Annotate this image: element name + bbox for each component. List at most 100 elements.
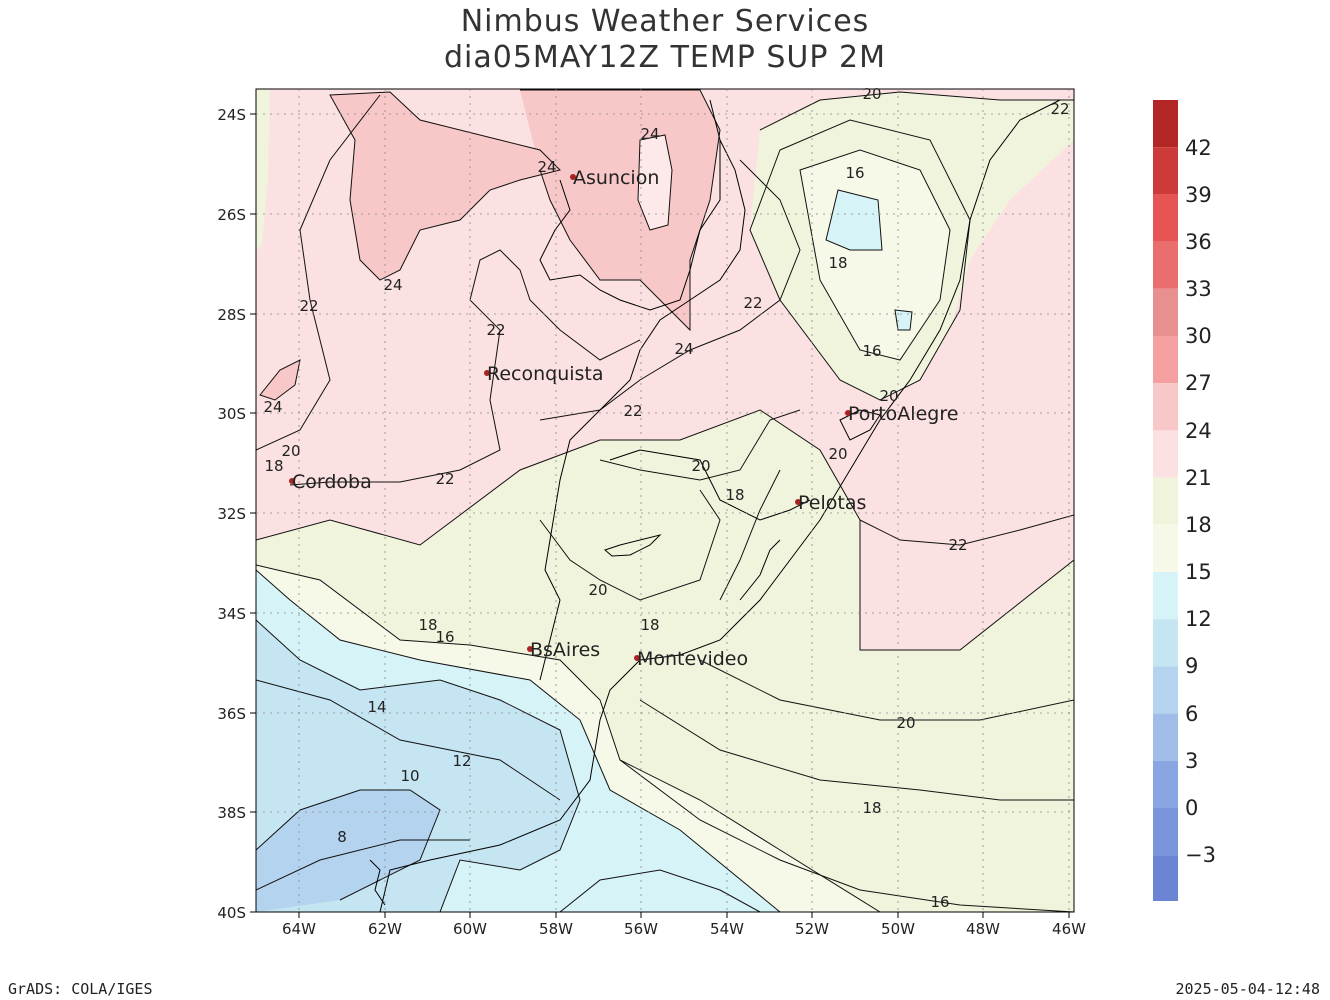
contour-label: 16 <box>862 342 881 360</box>
city-label-asuncion: Asuncion <box>573 167 659 189</box>
lat-tick-label: 40S <box>217 904 246 922</box>
lat-tick-label: 34S <box>217 605 246 623</box>
city-marker-reconquista <box>484 370 490 376</box>
contour-label: 20 <box>281 442 300 460</box>
contour-label: 12 <box>452 752 471 770</box>
colorbar-label: 15 <box>1185 560 1212 584</box>
lon-tick-label: 64W <box>282 920 316 938</box>
lat-tick-label: 32S <box>217 505 246 523</box>
tick-marks <box>250 113 1070 918</box>
lat-tick-label: 24S <box>217 106 246 124</box>
contour-label: 8 <box>337 828 347 846</box>
colorbar-swatch <box>1153 147 1178 195</box>
lon-tick-label: 54W <box>710 920 744 938</box>
contour-label: 18 <box>640 616 659 634</box>
colorbar-label: 18 <box>1185 513 1212 537</box>
colorbar-label: 3 <box>1185 749 1198 773</box>
colorbar-label: 30 <box>1185 324 1212 348</box>
lon-tick-label: 58W <box>539 920 573 938</box>
lon-tick-label: 56W <box>624 920 658 938</box>
city-marker-montevideo <box>634 655 640 661</box>
contour-labels: 24 24 24 24 24 22 22 22 22 22 22 22 20 2… <box>263 85 1069 911</box>
lon-tick-label: 50W <box>881 920 915 938</box>
lon-tick-label: 62W <box>368 920 402 938</box>
colorbar-label: 27 <box>1185 371 1212 395</box>
contour-label: 20 <box>828 445 847 463</box>
colorbar-swatch <box>1153 619 1178 667</box>
city-marker-cordoba <box>289 478 295 484</box>
colorbar-swatch <box>1153 430 1178 478</box>
colorbar-swatch <box>1153 383 1178 431</box>
band-24-27 <box>330 92 560 280</box>
band-21-24-white <box>638 135 672 230</box>
city-marker-portoalegre <box>845 410 851 416</box>
colorbar-label: 0 <box>1185 796 1198 820</box>
colorbar-swatch <box>1153 808 1178 856</box>
colorbar-label: 42 <box>1185 136 1212 160</box>
colorbar-label: 36 <box>1185 230 1212 254</box>
contour-label: 20 <box>862 85 881 103</box>
contour-label: 18 <box>264 457 283 475</box>
contour-label: 24 <box>537 158 556 176</box>
colorbar-label: 33 <box>1185 277 1212 301</box>
colorbar-swatch <box>1153 336 1178 384</box>
colorbar-swatch <box>1153 713 1178 761</box>
colorbar-label: 12 <box>1185 607 1212 631</box>
lat-tick-label: 26S <box>217 206 246 224</box>
contour-label: 22 <box>623 402 642 420</box>
city-label-montevideo: Montevideo <box>637 648 748 670</box>
colorbar-label: −3 <box>1185 843 1216 867</box>
contour-label: 14 <box>367 698 386 716</box>
contour-label: 22 <box>743 294 762 312</box>
lon-tick-label: 60W <box>453 920 487 938</box>
city-label-bsaires: BsAires <box>530 639 600 661</box>
city-marker-asuncion <box>570 174 576 180</box>
contour-label: 22 <box>1050 100 1069 118</box>
timestamp: 2025-05-04-12:48 <box>1175 980 1321 998</box>
contour-label: 18 <box>725 486 744 504</box>
temperature-field <box>256 89 1074 912</box>
colorbar-swatch <box>1153 241 1178 289</box>
contour-label: 16 <box>845 164 864 182</box>
colorbar-swatch <box>1153 572 1178 620</box>
contour-label: 16 <box>930 893 949 911</box>
contour-label: 24 <box>383 276 402 294</box>
contour-label: 18 <box>862 799 881 817</box>
plot-frame <box>255 88 1075 913</box>
contour-label: 20 <box>588 581 607 599</box>
lon-tick-label: 46W <box>1052 920 1086 938</box>
lat-tick-label: 36S <box>217 705 246 723</box>
colorbar-swatch <box>1153 477 1178 525</box>
contour-label: 22 <box>435 470 454 488</box>
band-12-15-ne2 <box>895 310 912 330</box>
city-label-pelotas: Pelotas <box>798 492 866 514</box>
contour-label: 24 <box>640 125 659 143</box>
contour-label: 16 <box>435 628 454 646</box>
colorbar-swatch <box>1153 666 1178 714</box>
band-24-27b <box>520 90 720 330</box>
lon-tick-label: 52W <box>795 920 829 938</box>
colorbar-label: 9 <box>1185 654 1198 678</box>
contour-label: 18 <box>418 616 437 634</box>
city-label-reconquista: Reconquista <box>487 363 604 385</box>
contour-label: 22 <box>486 321 505 339</box>
colorbar-label: 21 <box>1185 466 1212 490</box>
colorbar-label: 39 <box>1185 183 1212 207</box>
colorbar-swatch <box>1153 194 1178 242</box>
city-label-cordoba: Cordoba <box>292 471 372 493</box>
city-marker-pelotas <box>795 499 801 505</box>
band-18-21-w <box>256 89 270 250</box>
band-12-15-ne <box>826 190 882 250</box>
contour-label: 22 <box>948 536 967 554</box>
colorbar-swatch <box>1153 288 1178 336</box>
contour-label: 24 <box>674 340 693 358</box>
colorbar-label: 6 <box>1185 702 1198 726</box>
contour-lines <box>256 89 1074 912</box>
contour-label: 22 <box>299 297 318 315</box>
band-6-9 <box>256 790 440 912</box>
contour-label: 18 <box>828 254 847 272</box>
grads-credit: GrADS: COLA/IGES <box>8 980 153 998</box>
city-marker-bsaires <box>527 646 533 652</box>
colorbar-swatch <box>1153 524 1178 572</box>
